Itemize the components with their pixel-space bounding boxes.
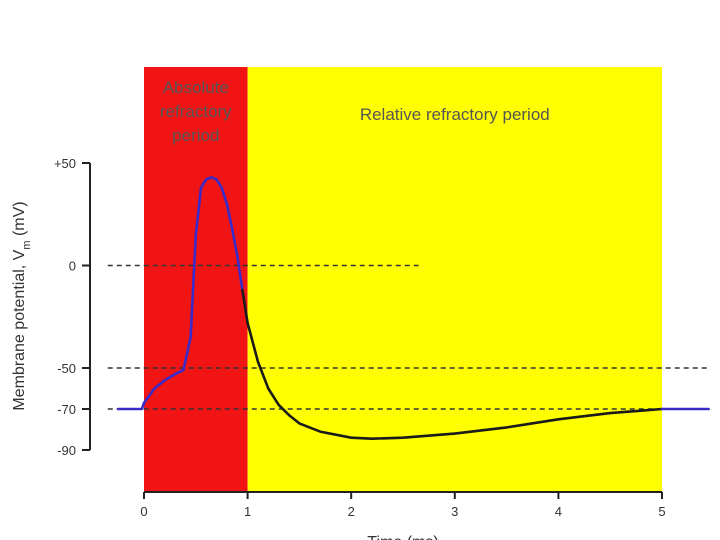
x-tick-label: 5 xyxy=(658,504,665,519)
refractory-regions xyxy=(144,67,662,492)
chart-labels: Absolute refractory period Relative refract… xyxy=(11,78,666,540)
x-tick-label: 2 xyxy=(348,504,355,519)
x-tick-label: 3 xyxy=(451,504,458,519)
reference-lines xyxy=(107,264,709,410)
y-tick-label: -70 xyxy=(57,402,76,417)
region-absolute xyxy=(144,67,248,492)
x-tick-label: 4 xyxy=(555,504,562,519)
y-tick-label: -50 xyxy=(57,361,76,376)
y-tick-label: +50 xyxy=(54,156,76,171)
y-tick-label: -90 xyxy=(57,443,76,458)
region-absolute-label: period xyxy=(172,126,219,145)
region-absolute-label: refractory xyxy=(160,102,232,121)
axes xyxy=(82,162,663,499)
series-line-2 xyxy=(241,288,664,441)
x-tick-label: 1 xyxy=(244,504,251,519)
region-relative xyxy=(247,67,662,492)
region-absolute-label: Absolute xyxy=(163,78,229,97)
region-relative-label: Relative refractory period xyxy=(360,105,550,124)
series-lines xyxy=(116,176,710,441)
x-tick-label: 0 xyxy=(140,504,147,519)
y-tick-label: 0 xyxy=(69,259,76,274)
x-axis-label: Time (ms) xyxy=(367,534,438,540)
y-axis-label: Membrane potential, Vm (mV) xyxy=(11,201,33,410)
series-line-1 xyxy=(116,176,244,411)
